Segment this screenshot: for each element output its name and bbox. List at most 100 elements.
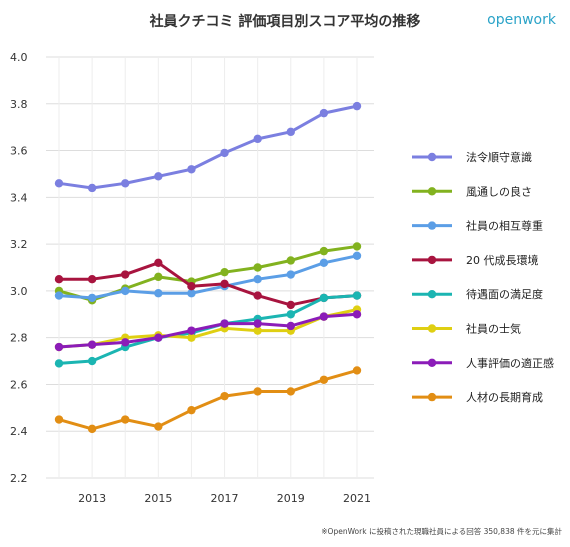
- data-point: [352, 291, 362, 300]
- y-tick-label: 3.6: [10, 145, 28, 158]
- data-point: [319, 258, 329, 268]
- legend-label: 人材の長期育成: [466, 390, 543, 404]
- legend-label: 風通しの良さ: [466, 184, 532, 198]
- x-tick-label: 2019: [277, 492, 305, 505]
- x-tick-label: 2021: [343, 492, 371, 505]
- data-point: [352, 310, 362, 319]
- legend-swatch-marker: [427, 290, 437, 299]
- data-point: [121, 270, 130, 279]
- data-point: [187, 282, 196, 291]
- legend-swatch-marker: [427, 358, 437, 367]
- legend-label: 20 代成長環境: [466, 253, 539, 267]
- data-point: [319, 293, 329, 303]
- data-point: [87, 274, 97, 284]
- data-point: [54, 342, 64, 352]
- data-point: [286, 270, 295, 279]
- data-point: [154, 289, 163, 298]
- series-line-2: [57, 254, 359, 300]
- data-point: [286, 256, 295, 265]
- data-point: [154, 258, 163, 268]
- data-point: [253, 274, 262, 284]
- y-tick-label: 2.2: [10, 472, 28, 485]
- data-point: [87, 424, 97, 434]
- data-point: [87, 183, 97, 193]
- grid-lines: [46, 56, 374, 479]
- data-point: [253, 134, 262, 144]
- data-point: [286, 321, 295, 331]
- legend-swatch-marker: [427, 187, 437, 196]
- legend-label: 社員の士気: [466, 322, 521, 336]
- data-point: [121, 338, 130, 347]
- y-tick-label: 3.4: [10, 191, 28, 204]
- legend-swatch-marker: [427, 324, 437, 333]
- data-point: [253, 326, 262, 335]
- legend-label: 法令順守意識: [466, 150, 532, 164]
- legend-swatch-marker: [427, 392, 437, 402]
- x-tick-label: 2015: [144, 492, 172, 505]
- data-point: [286, 310, 295, 319]
- data-point: [54, 179, 64, 188]
- data-point: [253, 319, 262, 328]
- data-point: [319, 312, 329, 321]
- y-tick-label: 3.8: [10, 98, 28, 111]
- data-point: [54, 359, 64, 368]
- data-point: [286, 127, 295, 137]
- data-point: [187, 333, 196, 342]
- data-point: [187, 289, 196, 298]
- series-line-5: [57, 308, 359, 349]
- data-point: [154, 272, 163, 282]
- footnote: ※OpenWork に投稿された現職社員による回答 350,838 件を元に集計: [321, 527, 562, 536]
- data-point: [154, 333, 163, 342]
- data-point: [319, 246, 329, 256]
- data-point: [319, 375, 329, 384]
- x-axis: 2013 2015 2017 2019 2021: [78, 492, 371, 505]
- data-point: [87, 293, 97, 303]
- y-tick-label: 2.6: [10, 378, 28, 391]
- data-point: [220, 319, 229, 328]
- data-point: [121, 415, 130, 424]
- series-line-7: [57, 368, 359, 431]
- series-line-1: [57, 244, 359, 302]
- data-point: [121, 179, 130, 188]
- y-tick-label: 4.0: [10, 51, 28, 64]
- series-line-4: [57, 294, 359, 365]
- data-point: [352, 101, 362, 111]
- data-point: [54, 291, 64, 300]
- series-group: [54, 101, 362, 434]
- chart-title: 社員クチコミ 評価項目別スコア平均の推移: [149, 14, 421, 30]
- legend-label: 社員の相互尊重: [466, 219, 543, 233]
- x-tick-label: 2017: [211, 492, 239, 505]
- data-point: [286, 387, 295, 396]
- y-axis: 2.2 2.4 2.6 2.8 3.0 3.2 3.4 3.6 3.8 4.0: [10, 51, 28, 485]
- data-point: [253, 387, 262, 396]
- series-line-3: [57, 261, 359, 307]
- data-point: [286, 300, 295, 310]
- data-point: [220, 267, 229, 277]
- data-point: [187, 165, 196, 174]
- data-point: [220, 148, 229, 158]
- y-tick-label: 2.4: [10, 425, 28, 438]
- x-tick-label: 2013: [78, 492, 106, 505]
- legend-swatch-marker: [427, 221, 437, 230]
- legend-swatch-marker: [427, 255, 437, 265]
- data-point: [154, 172, 163, 181]
- data-point: [319, 108, 329, 118]
- data-point: [187, 405, 196, 415]
- series-line-6: [57, 312, 359, 349]
- legend-label: 待遇面の満足度: [466, 287, 543, 301]
- data-point: [352, 242, 362, 251]
- legend-label: 人事評価の適正感: [466, 356, 554, 370]
- y-tick-label: 2.8: [10, 332, 28, 345]
- data-point: [154, 422, 163, 431]
- data-point: [253, 291, 262, 300]
- data-point: [220, 391, 229, 401]
- data-point: [220, 279, 229, 289]
- data-point: [54, 415, 64, 424]
- data-point: [352, 251, 362, 261]
- data-point: [54, 274, 64, 284]
- data-point: [121, 286, 130, 296]
- data-point: [187, 326, 196, 335]
- data-point: [253, 263, 262, 272]
